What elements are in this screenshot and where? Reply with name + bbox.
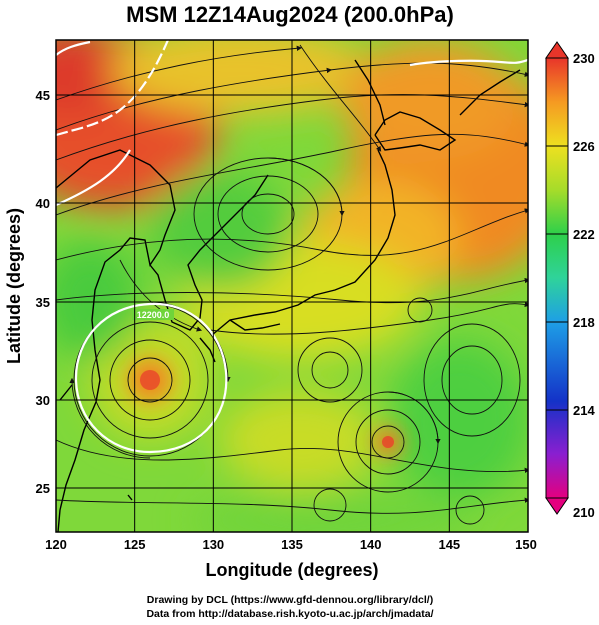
colorbar-label: 226 [573,139,595,154]
x-axis: 120 125 130 135 140 145 150 Longitude (d… [45,537,537,580]
y-axis: 25 30 35 40 45 Latitude (degrees) [4,88,50,496]
x-tick-label: 120 [45,537,67,552]
colorbar-label: 218 [573,315,595,330]
y-axis-title: Latitude (degrees) [4,208,24,364]
chart-title: MSM 12Z14Aug2024 (200.0hPa) [126,2,454,27]
x-tick-label: 140 [360,537,382,552]
x-tick-label: 150 [515,537,537,552]
contour-label: 12200.0 [137,310,170,320]
colorbar-max-arrow [545,41,569,59]
colorbar: 230 226 222 218 214 210 [545,41,595,520]
colorbar-label: 222 [573,227,595,242]
height-contours [56,40,528,454]
y-tick-label: 30 [36,393,50,408]
grid-lines [56,40,528,532]
colorbar-label: 210 [573,505,595,520]
colorbar-min-arrow [545,497,569,515]
x-tick-label: 145 [438,537,460,552]
x-tick-label: 130 [202,537,224,552]
y-tick-label: 25 [36,481,50,496]
x-tick-label: 125 [124,537,146,552]
y-tick-label: 40 [36,196,50,211]
x-axis-title: Longitude (degrees) [205,560,378,580]
y-tick-label: 45 [36,88,50,103]
plot-frame [55,39,529,533]
credit-data-source: Data from http://database.rish.kyoto-u.a… [146,608,434,620]
y-tick-label: 35 [36,295,50,310]
x-tick-label: 135 [281,537,303,552]
wind-streamlines [56,44,528,525]
colorbar-label: 230 [573,51,595,66]
colorbar-label: 214 [573,403,595,418]
credit-drawing: Drawing by DCL (https://www.gfd-dennou.o… [146,594,434,606]
